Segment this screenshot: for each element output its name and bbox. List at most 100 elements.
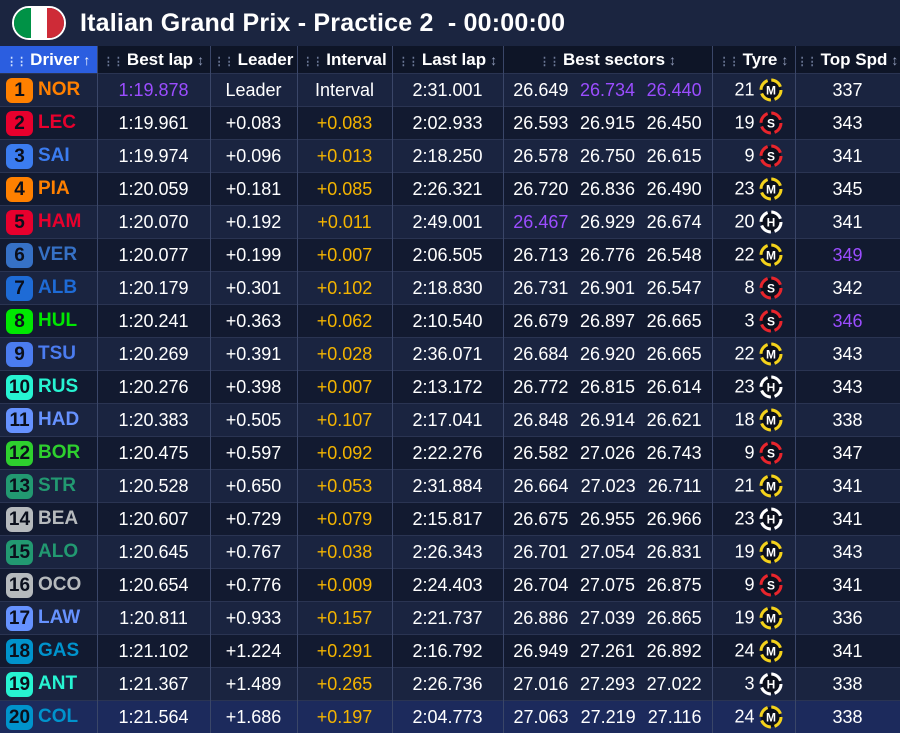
drag-handle-icon[interactable]: ⋮⋮ [103, 56, 123, 68]
column-header-label: Best sectors [563, 50, 665, 69]
position-badge: 3 [6, 144, 33, 169]
sector-time-s2: 26.734 [580, 80, 635, 101]
sort-arrow-icon[interactable]: ↕ [197, 52, 204, 68]
drag-handle-icon[interactable]: ⋮⋮ [398, 56, 418, 68]
svg-text:S: S [766, 150, 774, 164]
drag-handle-icon[interactable]: ⋮⋮ [214, 56, 234, 68]
sector-time-s1: 26.701 [513, 542, 568, 563]
column-header-tyre[interactable]: ⋮⋮Tyre↕ [712, 46, 795, 74]
tyre-compound-icon: H [759, 507, 783, 531]
sort-arrow-icon[interactable]: ↑ [83, 52, 90, 68]
svg-text:H: H [766, 678, 775, 692]
sector-time-s3: 26.614 [647, 377, 702, 398]
drag-handle-icon[interactable]: ⋮⋮ [6, 56, 26, 68]
column-header-leader[interactable]: ⋮⋮Leader [210, 46, 297, 74]
column-header-driver[interactable]: ⋮⋮Driver↑ [0, 46, 97, 74]
sort-arrow-icon[interactable]: ↕ [891, 52, 898, 68]
column-header-interval[interactable]: ⋮⋮Interval [297, 46, 392, 74]
last-lap-cell: 2:13.172 [392, 371, 503, 404]
leader-gap-cell: +0.192 [210, 206, 297, 239]
tyre-compound-icon: M [759, 474, 783, 498]
svg-text:S: S [766, 282, 774, 296]
drag-handle-icon[interactable]: ⋮⋮ [797, 56, 817, 68]
sort-arrow-icon[interactable]: ↕ [490, 52, 497, 68]
interval-cell: +0.053 [297, 470, 392, 503]
tyre-compound-icon: M [759, 705, 783, 729]
drag-handle-icon[interactable]: ⋮⋮ [719, 56, 739, 68]
sort-arrow-icon[interactable]: ↕ [781, 52, 788, 68]
sort-arrow-icon[interactable]: ↕ [669, 52, 676, 68]
best-lap-cell: 1:20.645 [97, 536, 210, 569]
column-header-best_lap[interactable]: ⋮⋮ Best lap↕ [97, 46, 210, 74]
tyre-compound-icon: S [759, 441, 783, 465]
leader-gap-cell: +0.181 [210, 173, 297, 206]
tyre-laps: 24 [734, 641, 754, 661]
tyre-laps: 21 [734, 80, 754, 100]
tyre-laps: 3 [744, 311, 754, 331]
best-lap-cell: 1:21.102 [97, 635, 210, 668]
drag-handle-icon[interactable]: ⋮⋮ [302, 56, 322, 68]
svg-text:S: S [766, 315, 774, 329]
top-speed-cell: 338 [795, 404, 900, 437]
column-header-last_lap[interactable]: ⋮⋮Last lap↕ [392, 46, 503, 74]
interval-cell: +0.007 [297, 239, 392, 272]
sector-time-s1: 26.679 [513, 311, 568, 332]
sector-time-s3: 26.711 [648, 476, 702, 497]
sector-time-s3: 26.892 [647, 641, 702, 662]
column-header-best_sectors[interactable]: ⋮⋮ Best sectors↕ [503, 46, 712, 74]
column-header-label: Best lap [127, 50, 193, 69]
column-header-top_spd[interactable]: ⋮⋮Top Spd↕ [795, 46, 900, 74]
position-badge: 10 [6, 375, 33, 400]
drag-handle-icon[interactable]: ⋮⋮ [539, 56, 559, 68]
driver-code: ALO [38, 541, 78, 563]
interval-cell: +0.011 [297, 206, 392, 239]
